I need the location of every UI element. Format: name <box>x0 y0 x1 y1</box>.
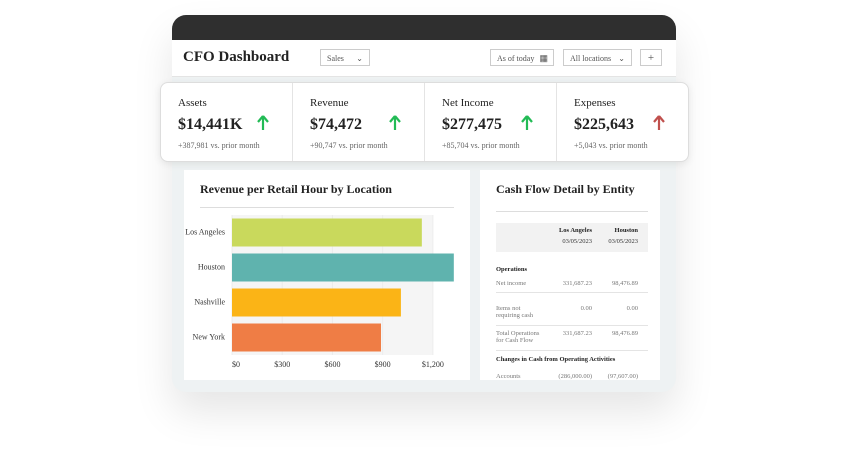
row-label: Net income <box>496 280 527 287</box>
date-picker[interactable]: As of today ▦ <box>490 49 554 66</box>
title-bar <box>172 15 676 40</box>
kpi: Expenses $225,643 +5,043 vs. prior month <box>557 83 688 161</box>
kpi-value: $74,472 <box>310 116 362 133</box>
kpi: Assets $14,441K +387,981 vs. prior month <box>161 83 293 161</box>
date-label: As of today <box>497 54 535 63</box>
cashflow-title: Cash Flow Detail by Entity <box>496 182 635 196</box>
column-date: 03/05/2023 <box>562 238 592 245</box>
bar-chart: $0 $300 $600 $900 $1,200 Los Angeles Houston Na… <box>185 215 454 369</box>
cell: (286,000.00) <box>558 373 592 380</box>
cell: 331,687.23 <box>562 280 592 287</box>
cell: (97,607.00) <box>607 373 638 380</box>
arrow-shape <box>521 115 533 130</box>
table-header <box>496 223 648 252</box>
row-label: Items not requiring cash <box>496 305 534 319</box>
kpi-change: +90,747 vs. prior month <box>310 141 388 150</box>
y-tick-label: New York <box>193 332 225 341</box>
chart-card: Revenue per Retail Hour by Location $0 $3… <box>184 170 470 380</box>
column-name: Houston <box>614 227 638 234</box>
column-date: 03/05/2023 <box>608 238 638 245</box>
view-label: Sales <box>327 54 344 63</box>
row-label: Total Operations for Cash Flow <box>496 330 540 344</box>
kpi-label: Assets <box>178 97 207 109</box>
row-divider <box>496 292 648 293</box>
cell: 98,476.89 <box>612 280 638 287</box>
chart-title: Revenue per Retail Hour by Location <box>200 182 392 196</box>
kpi-label: Expenses <box>574 97 616 109</box>
calendar-icon: ▦ <box>539 53 548 63</box>
cell: 0.00 <box>580 305 592 312</box>
cell: 0.00 <box>626 305 638 312</box>
kpi: Revenue $74,472 +90,747 vs. prior month <box>293 83 425 161</box>
x-tick-label: $1,200 <box>422 360 444 369</box>
section-label: Changes in Cash from Operating Activitie… <box>496 356 616 363</box>
trend-arrow <box>653 115 665 130</box>
cashflow-card: Cash Flow Detail by Entity Los Angeles 0… <box>480 170 660 380</box>
trend-arrow <box>257 115 269 130</box>
location-dropdown[interactable]: All locations ⌄ <box>563 49 632 66</box>
kpi-strip: Assets $14,441K +387,981 vs. prior month Re… <box>160 82 689 162</box>
x-tick-label: $0 <box>232 360 240 369</box>
row-divider <box>496 350 648 351</box>
kpi-change: +85,704 vs. prior month <box>442 141 520 150</box>
kpi-change: +5,043 vs. prior month <box>574 141 648 150</box>
divider <box>200 207 454 208</box>
kpi-value: $277,475 <box>442 116 502 133</box>
section-label: Operations <box>496 266 528 273</box>
y-tick-label: Nashville <box>194 297 225 306</box>
bar <box>232 288 401 317</box>
row-divider <box>496 325 648 326</box>
kpi-change: +387,981 vs. prior month <box>178 141 260 150</box>
divider <box>496 211 648 212</box>
chevron: ⌄ <box>618 54 625 63</box>
location-label: All locations <box>570 54 612 63</box>
arrow-shape <box>389 115 401 130</box>
add-button[interactable]: + <box>640 49 662 66</box>
bar <box>232 253 454 282</box>
chevron: ⌄ <box>356 54 363 63</box>
trend-arrow <box>389 115 401 130</box>
cell: 98,476.89 <box>612 330 638 337</box>
view-dropdown[interactable]: Sales ⌄ <box>320 49 370 66</box>
x-tick-label: $600 <box>324 360 340 369</box>
dashboard-title: CFO Dashboard <box>183 49 290 65</box>
bar <box>232 323 381 352</box>
arrow-shape <box>257 115 269 130</box>
kpi-label: Net Income <box>442 97 494 109</box>
x-tick-label: $900 <box>375 360 391 369</box>
y-tick-label: Los Angeles <box>185 227 225 236</box>
kpi-value: $225,643 <box>574 116 634 133</box>
bar <box>232 218 422 247</box>
column-name: Los Angeles <box>558 227 592 234</box>
kpi-label: Revenue <box>310 97 349 109</box>
cell: 331,687.23 <box>562 330 592 337</box>
arrow-shape <box>653 115 665 130</box>
x-tick-label: $300 <box>274 360 290 369</box>
kpi: Net Income $277,475 +85,704 vs. prior mont… <box>425 83 557 161</box>
trend-arrow <box>521 115 533 130</box>
row-label: Accounts <box>496 373 521 380</box>
kpi-value: $14,441K <box>178 116 243 133</box>
y-tick-label: Houston <box>198 262 225 271</box>
header: CFO Dashboard Sales ⌄ As of today ▦ All l… <box>172 40 676 77</box>
